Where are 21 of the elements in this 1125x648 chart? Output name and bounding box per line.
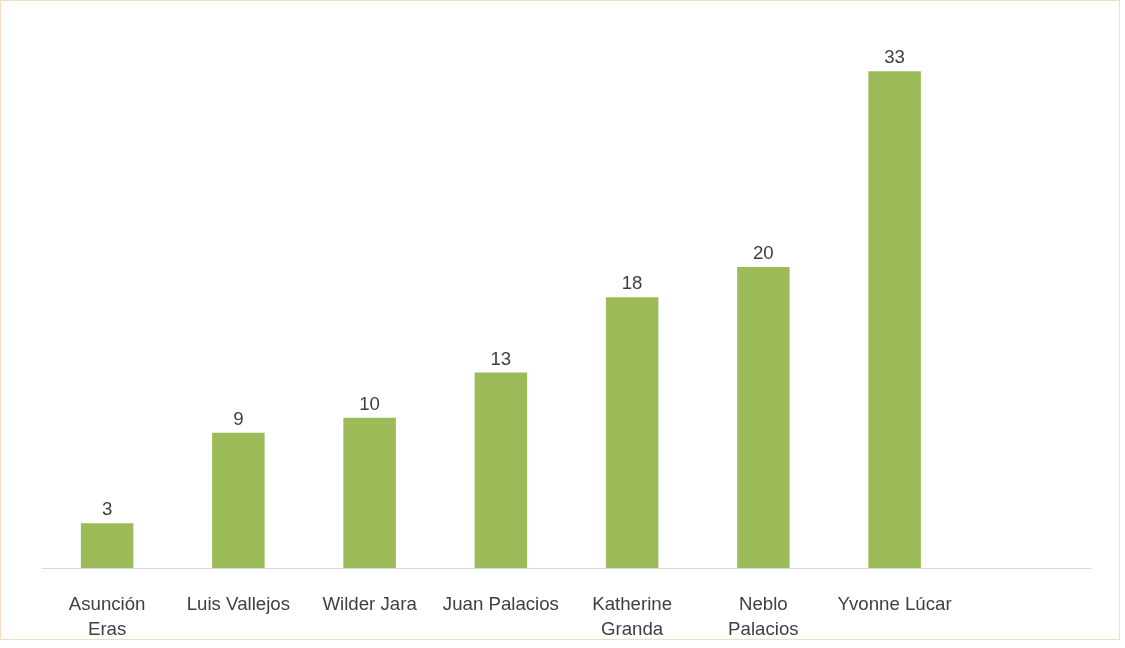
x-tick-label: Neblo Palacios [728, 592, 799, 639]
x-tick-label: Wilder Jara [322, 592, 418, 614]
bar [343, 417, 396, 569]
x-tick-label: Juan Palacios [442, 592, 559, 614]
bar [605, 297, 659, 569]
data-label: 3 [101, 498, 113, 520]
bar [80, 523, 134, 569]
data-label: 18 [621, 272, 643, 294]
x-tick-label: Luis Vallejos [186, 592, 291, 614]
bar [868, 71, 921, 569]
x-tick-label: Katherine Granda [592, 592, 673, 639]
data-label: 9 [233, 407, 244, 429]
x-tick-label: Asunción Eras [68, 592, 146, 639]
data-label: 13 [490, 347, 512, 369]
bar [474, 372, 528, 569]
bar [212, 432, 265, 569]
data-label: 33 [884, 46, 906, 68]
data-label: 20 [753, 242, 774, 264]
data-label: 10 [359, 392, 381, 414]
x-tick-label: Yvonne Lúcar [837, 592, 952, 614]
bar [737, 267, 790, 569]
